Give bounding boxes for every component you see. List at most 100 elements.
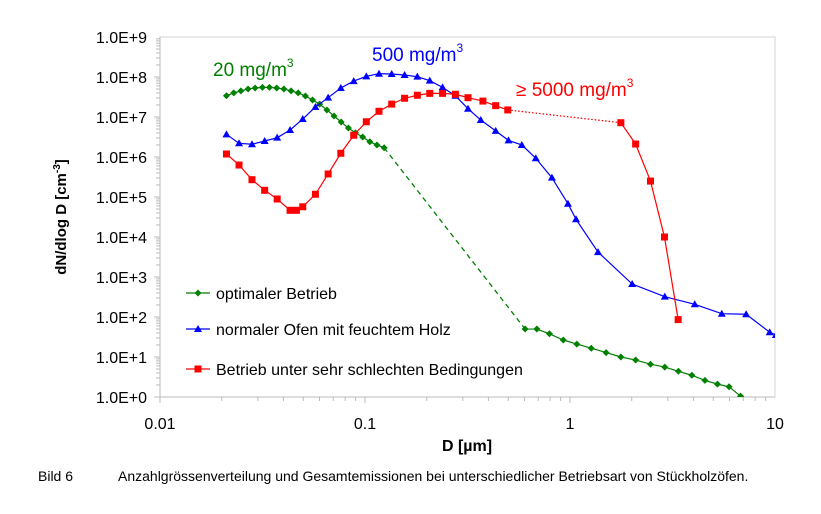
data-point xyxy=(387,69,396,77)
y-axis-label: dN/dlog D [cm-3] xyxy=(52,159,70,275)
y-tick-label: 1.0E+0 xyxy=(96,390,147,407)
data-point xyxy=(237,87,245,95)
data-point xyxy=(258,83,266,91)
legend-label: normaler Ofen mit feuchtem Holz xyxy=(216,322,451,339)
data-point xyxy=(451,90,459,98)
data-point xyxy=(617,119,625,127)
y-tick-label: 1.0E+6 xyxy=(96,150,147,167)
data-point xyxy=(362,72,371,80)
data-point xyxy=(602,349,610,357)
data-point xyxy=(690,300,699,308)
data-point xyxy=(632,356,640,364)
data-point xyxy=(292,206,300,214)
data-point xyxy=(545,330,553,338)
data-point xyxy=(311,102,320,110)
data-point xyxy=(362,118,370,126)
data-point xyxy=(742,310,751,318)
data-point xyxy=(660,292,669,300)
legend-item: optimaler Betrieb xyxy=(186,286,337,303)
data-point xyxy=(701,376,709,384)
particle-size-distribution-chart: 0.01 0.1 1 10 1.0E+0 1.0E+1 1.0E+2 1.0E+3 1.0E+4… xyxy=(52,30,784,455)
data-point xyxy=(350,131,358,139)
legend-label: Betrieb unter sehr schlechten Bedingunge… xyxy=(216,362,523,379)
data-point xyxy=(298,115,307,123)
y-tick-label: 1.0E+3 xyxy=(96,270,147,287)
series-0 xyxy=(222,83,752,397)
data-point xyxy=(222,130,231,138)
data-point xyxy=(660,233,668,241)
y-tick-label: 1.0E+5 xyxy=(96,190,147,207)
data-point xyxy=(531,154,540,162)
data-point xyxy=(717,309,726,317)
data-point xyxy=(374,69,383,77)
data-point xyxy=(359,133,367,141)
annotation-5000-mg: ≥ 5000 mg/m3 xyxy=(516,76,634,101)
data-point xyxy=(375,107,383,115)
data-point xyxy=(248,176,256,184)
data-point xyxy=(725,383,733,391)
plot-area xyxy=(159,36,776,398)
y-tick-label: 1.0E+8 xyxy=(96,70,147,87)
data-point xyxy=(286,206,294,214)
data-point xyxy=(244,85,252,93)
data-point xyxy=(661,363,669,371)
data-point xyxy=(492,102,500,110)
data-point xyxy=(309,96,317,104)
data-point xyxy=(438,83,447,91)
data-point xyxy=(413,72,422,80)
data-point xyxy=(517,140,526,148)
data-point xyxy=(260,137,269,145)
data-point xyxy=(222,150,230,158)
x-tick-label: 10 xyxy=(766,416,784,433)
data-point xyxy=(737,392,745,397)
data-point xyxy=(235,161,243,169)
y-tick-label: 1.0E+2 xyxy=(96,310,147,327)
data-point xyxy=(400,71,409,79)
data-point xyxy=(617,353,625,361)
data-point xyxy=(373,141,381,149)
data-point xyxy=(337,118,345,126)
data-point xyxy=(273,133,282,141)
data-point xyxy=(349,77,358,85)
figure-caption-text: Anzahlgrössenverteilung und Gesamtemissi… xyxy=(118,468,749,484)
data-point xyxy=(674,316,682,324)
series-gap-line xyxy=(383,147,526,330)
data-point xyxy=(476,116,485,124)
data-point xyxy=(771,332,775,338)
data-point xyxy=(713,380,721,388)
legend-item: normaler Ofen mit feuchtem Holz xyxy=(186,322,451,339)
data-point xyxy=(765,328,774,336)
data-point xyxy=(299,203,307,211)
data-point xyxy=(301,92,309,100)
data-point xyxy=(273,84,281,92)
legend-marker xyxy=(194,365,202,373)
legend-marker xyxy=(194,325,202,332)
y-tick-label: 1.0E+4 xyxy=(96,230,147,247)
legend-item: Betrieb unter sehr schlechten Bedingunge… xyxy=(186,362,523,379)
data-point xyxy=(504,106,512,114)
data-point xyxy=(265,83,273,91)
data-point xyxy=(344,124,352,132)
data-point xyxy=(401,94,409,102)
data-point xyxy=(628,280,637,288)
data-point xyxy=(491,126,500,134)
data-point xyxy=(337,149,345,157)
data-point xyxy=(647,177,655,185)
data-point xyxy=(688,371,696,379)
data-point xyxy=(235,139,244,147)
data-point xyxy=(572,215,581,223)
series-gap-line xyxy=(507,109,621,124)
data-point xyxy=(324,170,332,178)
data-point xyxy=(323,106,331,114)
data-point xyxy=(366,138,374,146)
data-point xyxy=(439,89,447,97)
data-point xyxy=(380,144,388,152)
x-axis-label: D [µm] xyxy=(442,438,492,455)
data-point xyxy=(247,140,256,148)
data-point xyxy=(287,87,295,95)
data-point xyxy=(587,344,595,352)
data-point xyxy=(426,89,434,97)
x-tick-label: 0.01 xyxy=(144,416,175,433)
data-point xyxy=(573,340,581,348)
data-point xyxy=(251,84,259,92)
